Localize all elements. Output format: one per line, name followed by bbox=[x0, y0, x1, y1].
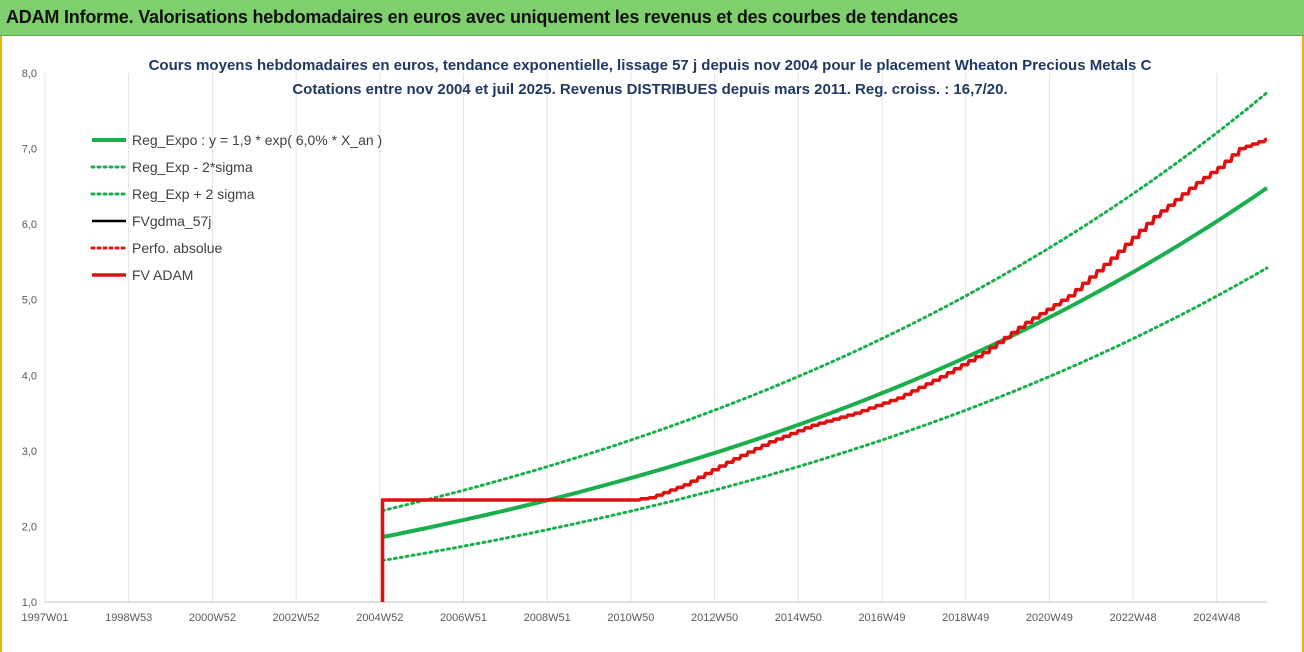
y-tick-label: 2,0 bbox=[22, 521, 37, 533]
x-tick-label: 2020W49 bbox=[1026, 612, 1073, 624]
x-tick-label: 2012W50 bbox=[691, 612, 738, 624]
line-chart: 1997W01 1998W53 2000W52 2002W52 2004W52 2006W… bbox=[21, 57, 1269, 624]
series-line-1 bbox=[381, 266, 1269, 562]
series-line-2 bbox=[381, 91, 1269, 513]
y-tick-label: 1,0 bbox=[22, 597, 37, 609]
series-line-5 bbox=[380, 137, 1268, 603]
header-title: ADAM Informe. Valorisations hebdomadaire… bbox=[6, 7, 959, 27]
legend-label: Reg_Exp + 2 sigma bbox=[132, 186, 255, 202]
x-tick-label: 2022W48 bbox=[1110, 612, 1157, 624]
x-tick-label: 2016W49 bbox=[858, 612, 905, 624]
y-tick-label: 7,0 bbox=[22, 144, 37, 156]
x-tick-label: 2024W48 bbox=[1193, 612, 1240, 624]
legend-label: FVgdma_57j bbox=[132, 213, 211, 229]
x-tick-label: 2006W51 bbox=[440, 612, 487, 624]
chart-legend: Reg_Expo : y = 1,9 * exp( 6,0% * X_an ) R… bbox=[90, 132, 382, 283]
y-tick-label: 8,0 bbox=[22, 68, 37, 80]
series-line-3 bbox=[382, 138, 1267, 501]
x-tick-label: 2010W50 bbox=[607, 612, 654, 624]
y-tick-label: 4,0 bbox=[22, 370, 37, 382]
chart-frame bbox=[0, 36, 1304, 652]
x-tick-label: 2000W52 bbox=[189, 612, 236, 624]
x-tick-label: 2004W52 bbox=[356, 612, 403, 624]
x-tick-label: 2018W49 bbox=[942, 612, 989, 624]
series-line-0 bbox=[382, 186, 1269, 539]
legend-label: Perfo. absolue bbox=[132, 240, 222, 256]
chart-grid bbox=[44, 73, 1218, 602]
header-banner: ADAM Informe. Valorisations hebdomadaire… bbox=[0, 0, 1304, 36]
chart-axes: 1997W01 1998W53 2000W52 2002W52 2004W52 2006W… bbox=[21, 68, 1267, 624]
x-tick-label: 2008W51 bbox=[524, 612, 571, 624]
legend-label: Reg_Expo : y = 1,9 * exp( 6,0% * X_an ) bbox=[132, 132, 382, 148]
y-tick-label: 3,0 bbox=[22, 446, 37, 458]
chart-title: Cours moyens hebdomadaires en euros, ten… bbox=[149, 57, 1152, 74]
x-tick-label: 2014W50 bbox=[775, 612, 822, 624]
y-tick-label: 6,0 bbox=[22, 219, 37, 231]
legend-label: Reg_Exp - 2*sigma bbox=[132, 159, 253, 175]
x-tick-label: 1997W01 bbox=[21, 612, 68, 624]
legend-label: FV ADAM bbox=[132, 267, 193, 283]
chart-series bbox=[380, 91, 1269, 603]
x-tick-label: 2002W52 bbox=[273, 612, 320, 624]
x-tick-label: 1998W53 bbox=[105, 612, 152, 624]
chart-subtitle: Cotations entre nov 2004 et juil 2025. R… bbox=[292, 81, 1007, 98]
y-tick-label: 5,0 bbox=[22, 295, 37, 307]
